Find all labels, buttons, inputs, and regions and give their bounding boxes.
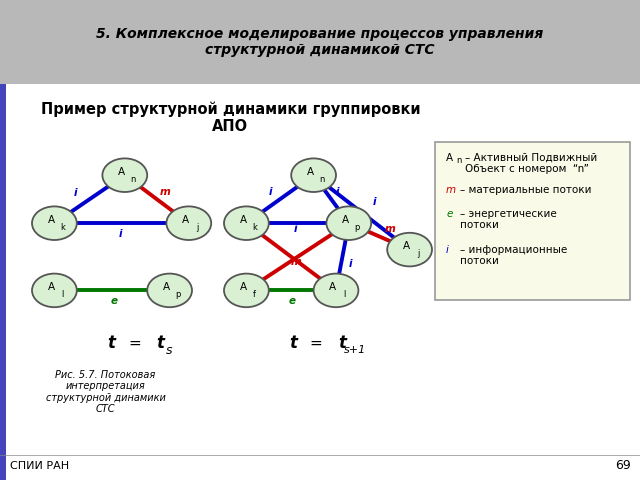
Text: k: k	[60, 223, 65, 231]
Text: i: i	[74, 188, 77, 198]
Circle shape	[166, 206, 211, 240]
Circle shape	[314, 274, 358, 307]
Text: m: m	[160, 187, 170, 197]
FancyBboxPatch shape	[0, 84, 6, 480]
Text: s: s	[166, 344, 173, 357]
Circle shape	[291, 158, 336, 192]
Text: i: i	[446, 245, 449, 255]
Text: Рис. 5.7. Потоковая
интерпретация
структурной динамики
СТС: Рис. 5.7. Потоковая интерпретация структ…	[45, 370, 166, 414]
Text: i: i	[294, 224, 298, 234]
Text: j: j	[196, 223, 198, 231]
Text: n: n	[131, 175, 136, 183]
Text: e: e	[446, 209, 452, 219]
Text: i: i	[336, 187, 340, 197]
Text: A: A	[239, 215, 247, 225]
Circle shape	[326, 206, 371, 240]
Text: k: k	[252, 223, 257, 231]
Text: n: n	[319, 175, 324, 183]
Text: $\bfit{t}$: $\bfit{t}$	[289, 334, 300, 352]
Circle shape	[387, 233, 432, 266]
FancyBboxPatch shape	[435, 142, 630, 300]
Text: – материальные потоки: – материальные потоки	[460, 185, 591, 195]
Text: p: p	[355, 223, 360, 231]
Text: e: e	[289, 297, 295, 306]
Text: e: e	[111, 297, 117, 306]
Text: m: m	[446, 185, 456, 195]
Text: A: A	[307, 167, 314, 177]
Text: n: n	[456, 156, 461, 165]
Text: j: j	[417, 249, 419, 258]
Text: – информационные
потоки: – информационные потоки	[460, 245, 568, 266]
Text: A: A	[47, 215, 55, 225]
Text: A: A	[446, 153, 453, 163]
Text: l: l	[61, 290, 64, 299]
Text: A: A	[47, 282, 55, 292]
Circle shape	[102, 158, 147, 192]
Text: СПИИ РАН: СПИИ РАН	[10, 461, 68, 470]
Text: m: m	[291, 257, 301, 266]
Text: 5. Комплексное моделирование процессов управления
структурной динамикой СТС: 5. Комплексное моделирование процессов у…	[97, 27, 543, 57]
Text: f: f	[253, 290, 256, 299]
Text: =: =	[129, 336, 147, 351]
Text: $\bfit{t}$: $\bfit{t}$	[338, 334, 348, 352]
Text: – Активный Подвижный
Объект с номером  “n”: – Активный Подвижный Объект с номером “n…	[465, 153, 598, 174]
Text: i: i	[372, 197, 376, 206]
Text: s+1: s+1	[344, 346, 366, 355]
Text: i: i	[118, 229, 122, 239]
Text: 69: 69	[614, 459, 630, 472]
Text: Пример структурной динамики группировки
АПО: Пример структурной динамики группировки …	[40, 101, 420, 134]
Text: A: A	[403, 241, 410, 251]
Text: A: A	[239, 282, 247, 292]
Circle shape	[32, 274, 77, 307]
Text: – энергетические
потоки: – энергетические потоки	[460, 209, 557, 230]
Text: A: A	[118, 167, 125, 177]
Text: A: A	[182, 215, 189, 225]
Text: =: =	[310, 336, 328, 351]
Text: i: i	[268, 187, 272, 197]
Text: p: p	[175, 290, 180, 299]
Text: A: A	[329, 282, 337, 292]
Circle shape	[32, 206, 77, 240]
FancyBboxPatch shape	[0, 0, 640, 84]
Text: i: i	[349, 259, 353, 269]
Text: $\bfit{t}$: $\bfit{t}$	[107, 334, 117, 352]
Circle shape	[224, 274, 269, 307]
Circle shape	[147, 274, 192, 307]
Text: $\bfit{t}$: $\bfit{t}$	[156, 334, 166, 352]
Text: A: A	[163, 282, 170, 292]
Circle shape	[224, 206, 269, 240]
Text: m: m	[385, 225, 396, 234]
Text: l: l	[343, 290, 346, 299]
Text: A: A	[342, 215, 349, 225]
